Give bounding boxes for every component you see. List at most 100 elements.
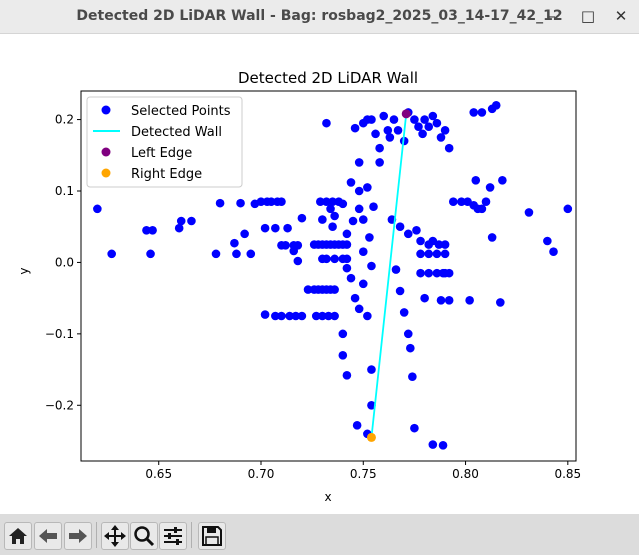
pan-button[interactable] [101, 522, 129, 550]
data-point [236, 198, 245, 208]
figure-canvas[interactable]: Detected 2D LiDAR Wall 0.65 0.70 0.75 0.80 0… [0, 34, 639, 514]
data-point [485, 183, 495, 192]
data-point [303, 285, 313, 294]
data-point [395, 222, 405, 232]
data-point [256, 197, 266, 207]
data-point [375, 143, 384, 153]
data-point [266, 197, 276, 207]
forward-button[interactable] [64, 522, 92, 550]
save-button[interactable] [198, 522, 226, 550]
zoom-button[interactable] [130, 522, 158, 550]
data-point [338, 350, 348, 360]
data-point [563, 204, 573, 214]
data-point [408, 372, 417, 382]
data-point [440, 125, 450, 135]
data-point [434, 240, 444, 249]
data-point [524, 208, 534, 217]
data-point [471, 175, 481, 185]
magnifier-icon [134, 526, 155, 547]
x-axis-label: x [324, 490, 331, 504]
data-point [389, 115, 399, 124]
arrow-left-icon [39, 529, 57, 543]
data-point [440, 249, 450, 259]
data-point [187, 216, 196, 226]
x-tick-label: 0.65 [145, 467, 172, 481]
data-point [491, 100, 501, 110]
home-button[interactable] [4, 522, 32, 550]
data-point [330, 311, 339, 321]
data-point [444, 295, 454, 305]
data-point [316, 197, 325, 207]
data-point [543, 236, 552, 246]
data-point [365, 233, 374, 242]
back-button[interactable] [34, 522, 62, 550]
data-point [146, 249, 155, 259]
data-point [375, 158, 384, 167]
data-point [289, 246, 299, 256]
data-point [326, 204, 335, 214]
y-tick-label: 0.0 [55, 255, 74, 269]
data-point [354, 304, 364, 314]
maximize-button[interactable]: □ [578, 6, 598, 26]
legend-marker-swatch [101, 168, 111, 178]
y-tick-label: −0.2 [45, 398, 74, 412]
toolbar-separator [96, 522, 97, 548]
data-point [342, 254, 352, 264]
data-point [176, 216, 186, 226]
data-point [350, 293, 360, 303]
data-point [367, 261, 376, 271]
data-point [410, 115, 419, 124]
data-point [416, 236, 425, 246]
data-point [277, 197, 286, 207]
data-point [424, 122, 434, 132]
data-point [354, 158, 364, 167]
data-point [271, 223, 280, 233]
data-point [324, 311, 333, 321]
legend: Selected Points Detected Wall Left Edge Rig… [86, 96, 243, 188]
data-point [436, 133, 446, 142]
data-point [358, 279, 368, 289]
data-point [281, 240, 290, 250]
close-icon: ✕ [614, 7, 628, 25]
data-point [383, 125, 393, 135]
data-point [338, 329, 348, 339]
close-button[interactable]: ✕ [611, 6, 631, 26]
data-point [322, 118, 331, 128]
data-point [367, 365, 376, 374]
move-icon [104, 525, 126, 547]
window-titlebar: Detected 2D LiDAR Wall - Bag: rosbag2_20… [0, 0, 639, 34]
data-point [428, 111, 438, 121]
data-point [367, 400, 376, 410]
data-point [444, 143, 454, 153]
data-point [283, 223, 292, 233]
data-point [342, 263, 352, 273]
legend-label: Selected Points [131, 104, 231, 119]
data-point [469, 108, 479, 117]
data-point [424, 249, 434, 259]
data-point [240, 229, 249, 239]
data-point [436, 295, 446, 305]
data-point [465, 295, 474, 305]
detected-wall-line [370, 113, 408, 438]
data-point [393, 125, 403, 135]
data-point [457, 197, 466, 207]
left-edge-point [401, 109, 411, 119]
x-tick-label: 0.80 [452, 467, 479, 481]
data-point [481, 197, 491, 207]
data-point [358, 215, 368, 224]
floppy-disk-icon [202, 526, 222, 546]
minimize-button[interactable]: – [542, 6, 562, 26]
data-point [342, 229, 352, 239]
legend-label: Detected Wall [131, 125, 222, 140]
data-point [142, 225, 151, 235]
legend-marker-swatch [101, 105, 111, 115]
data-point [428, 440, 438, 449]
configure-subplots-button[interactable] [159, 522, 187, 550]
data-point [285, 311, 294, 321]
data-point [93, 204, 102, 214]
data-point [416, 249, 425, 259]
scatter-chart: Detected 2D LiDAR Wall 0.65 0.70 0.75 0.80 0… [17, 69, 581, 504]
data-point [432, 118, 442, 128]
toolbar-separator [191, 522, 192, 548]
chart-title: Detected 2D LiDAR Wall [238, 69, 418, 87]
